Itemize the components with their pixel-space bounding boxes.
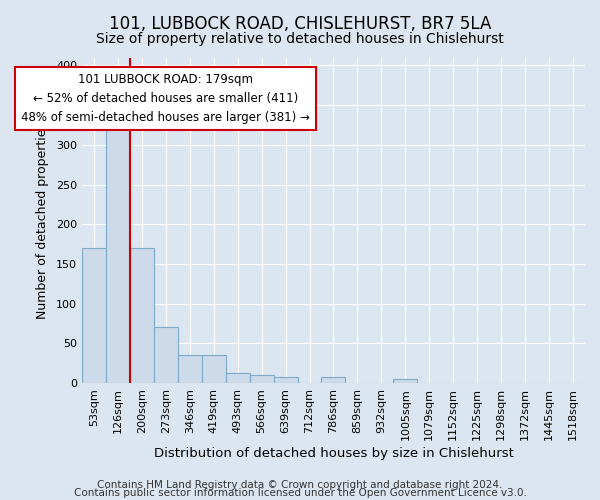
Bar [226, 372, 250, 383]
Text: Contains HM Land Registry data © Crown copyright and database right 2024.: Contains HM Land Registry data © Crown c… [97, 480, 503, 490]
Bar [130, 248, 154, 383]
Bar [82, 248, 106, 383]
Bar [274, 376, 298, 383]
Bar [106, 125, 130, 383]
Text: Contains public sector information licensed under the Open Government Licence v3: Contains public sector information licen… [74, 488, 526, 498]
Bar [322, 376, 346, 383]
Bar [202, 356, 226, 383]
Bar [250, 375, 274, 383]
Bar [154, 328, 178, 383]
Text: 101 LUBBOCK ROAD: 179sqm
← 52% of detached houses are smaller (411)
48% of semi-: 101 LUBBOCK ROAD: 179sqm ← 52% of detach… [22, 74, 310, 124]
Bar [178, 356, 202, 383]
Text: Size of property relative to detached houses in Chislehurst: Size of property relative to detached ho… [96, 32, 504, 46]
Bar [394, 379, 418, 383]
X-axis label: Distribution of detached houses by size in Chislehurst: Distribution of detached houses by size … [154, 447, 514, 460]
Y-axis label: Number of detached properties: Number of detached properties [36, 122, 49, 319]
Text: 101, LUBBOCK ROAD, CHISLEHURST, BR7 5LA: 101, LUBBOCK ROAD, CHISLEHURST, BR7 5LA [109, 15, 491, 33]
